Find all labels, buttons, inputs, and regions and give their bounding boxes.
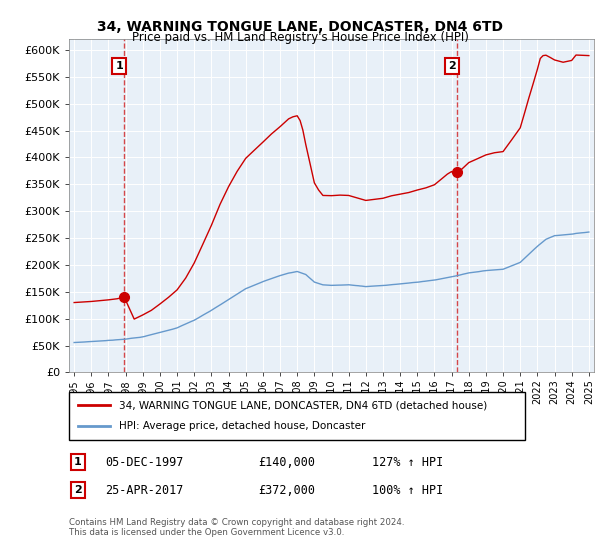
Text: HPI: Average price, detached house, Doncaster: HPI: Average price, detached house, Donc… <box>119 421 365 431</box>
Text: 2: 2 <box>448 61 455 71</box>
Text: 25-APR-2017: 25-APR-2017 <box>105 483 184 497</box>
Text: 05-DEC-1997: 05-DEC-1997 <box>105 455 184 469</box>
Text: 34, WARNING TONGUE LANE, DONCASTER, DN4 6TD: 34, WARNING TONGUE LANE, DONCASTER, DN4 … <box>97 20 503 34</box>
FancyBboxPatch shape <box>69 392 525 440</box>
Text: £372,000: £372,000 <box>258 483 315 497</box>
Text: Contains HM Land Registry data © Crown copyright and database right 2024.
This d: Contains HM Land Registry data © Crown c… <box>69 518 404 538</box>
Text: 34, WARNING TONGUE LANE, DONCASTER, DN4 6TD (detached house): 34, WARNING TONGUE LANE, DONCASTER, DN4 … <box>119 400 487 410</box>
Text: 1: 1 <box>115 61 123 71</box>
Text: £140,000: £140,000 <box>258 455 315 469</box>
Text: 127% ↑ HPI: 127% ↑ HPI <box>372 455 443 469</box>
Text: 100% ↑ HPI: 100% ↑ HPI <box>372 483 443 497</box>
Text: 2: 2 <box>74 485 82 495</box>
Text: Price paid vs. HM Land Registry's House Price Index (HPI): Price paid vs. HM Land Registry's House … <box>131 31 469 44</box>
Text: 1: 1 <box>74 457 82 467</box>
